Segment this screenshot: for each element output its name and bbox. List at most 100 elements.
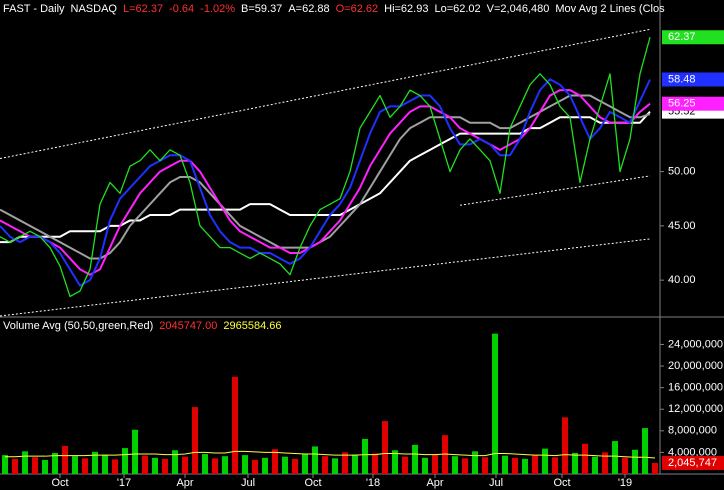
y-tick-label: 8,000,000 (668, 425, 717, 437)
price-line (0, 37, 651, 298)
y-tick-label: 50.00 (668, 165, 696, 177)
value-badge-text: 56.25 (668, 98, 696, 110)
header-text: V=2,046,480 (487, 3, 550, 15)
y-tick-label: 40.00 (668, 274, 696, 286)
volume-bar (232, 376, 238, 474)
value-badge (662, 72, 724, 87)
x-tick-label: '17 (117, 477, 131, 489)
y-tick-label: 16,000,000 (668, 382, 723, 394)
volume-bar (112, 459, 118, 474)
header-text: FAST - Daily (3, 3, 65, 15)
volume-bar (62, 445, 68, 474)
volume-bar (442, 435, 448, 474)
volume-bar (262, 457, 268, 474)
header-text: 2045747.00 (159, 320, 217, 332)
volume-bar (312, 446, 318, 474)
volume-bar (502, 455, 508, 474)
header-text: B=59.37 (241, 3, 282, 15)
volume-bar (632, 449, 638, 474)
volume-bar (572, 452, 578, 474)
volume-bar (142, 455, 148, 474)
x-tick-label: '18 (366, 477, 380, 489)
price-line (0, 89, 651, 276)
header-text: A=62.88 (288, 3, 329, 15)
volume-bar (402, 456, 408, 474)
x-tick-label: Oct (304, 477, 321, 489)
volume-bar (102, 454, 108, 474)
volume-bar (212, 458, 218, 474)
volume-bar (622, 457, 628, 474)
x-tick-label: Oct (51, 477, 68, 489)
y-tick-label: 45.00 (668, 220, 696, 232)
header-text: L=62.37 (123, 3, 163, 15)
volume-bar (392, 450, 398, 474)
volume-bar (562, 417, 568, 474)
volume-bar (32, 457, 38, 474)
trendline (0, 28, 651, 160)
header-text: Mov Avg 2 Lines (Clos (555, 3, 665, 15)
header-text: -0.64 (169, 3, 194, 15)
volume-bar (172, 450, 178, 474)
volume-bar (162, 458, 168, 474)
volume-bar (432, 454, 438, 474)
volume-bar (582, 443, 588, 474)
volume-bar (182, 456, 188, 474)
volume-bar (302, 454, 308, 474)
volume-bar (292, 458, 298, 474)
volume-bar (152, 457, 158, 474)
value-badge-text: 62.37 (668, 31, 696, 43)
volume-bar (92, 451, 98, 474)
volume-bar (512, 457, 518, 474)
volume-bar (202, 454, 208, 474)
volume-bar (522, 458, 528, 474)
volume-bar (122, 448, 128, 474)
volume-bar (52, 452, 58, 474)
volume-bar (492, 333, 498, 474)
header-text: Volume Avg (50,50,green,Red) (3, 320, 153, 332)
trendline (0, 238, 651, 317)
y-tick-label: 20,000,000 (668, 360, 723, 372)
value-badge-text: 58.48 (668, 73, 696, 85)
volume-bar (272, 449, 278, 474)
volume-bar (252, 459, 258, 474)
x-tick-label: '19 (618, 477, 632, 489)
volume-bar (72, 456, 78, 474)
value-badge-text: 2,045,747 (668, 457, 717, 469)
volume-bar (192, 407, 198, 474)
volume-bar (552, 457, 558, 474)
header-text: Lo=62.02 (434, 3, 480, 15)
y-tick-label: 4,000,000 (668, 446, 717, 458)
x-tick-label: Jul (241, 477, 255, 489)
volume-bar (652, 462, 658, 474)
value-badge (662, 455, 724, 470)
x-tick-label: Oct (553, 477, 570, 489)
volume-bar (12, 458, 18, 474)
header-text: NASDAQ (71, 3, 118, 15)
value-badge (662, 30, 724, 45)
volume-bar (422, 457, 428, 474)
volume-bar (22, 451, 28, 474)
volume-bar (592, 456, 598, 474)
volume-bar (542, 448, 548, 474)
volume-bar (612, 441, 618, 474)
volume-bar (472, 451, 478, 474)
volume-bar (332, 458, 338, 474)
volume-bar (532, 455, 538, 474)
volume-bar (42, 459, 48, 474)
volume-bar (482, 457, 488, 474)
x-tick-label: Apr (426, 477, 443, 489)
x-tick-label: Apr (176, 477, 193, 489)
value-badge (662, 96, 724, 111)
volume-bar (362, 438, 368, 474)
volume-bar (412, 444, 418, 474)
header-text: 2965584.66 (223, 320, 281, 332)
y-tick-label: 12,000,000 (668, 403, 723, 415)
header-text: -1.02% (200, 3, 235, 15)
volume-bar (342, 452, 348, 474)
volume-bar (132, 429, 138, 474)
volume-bar (2, 455, 8, 474)
y-tick-label: 24,000,000 (668, 338, 723, 350)
volume-bar (462, 458, 468, 474)
